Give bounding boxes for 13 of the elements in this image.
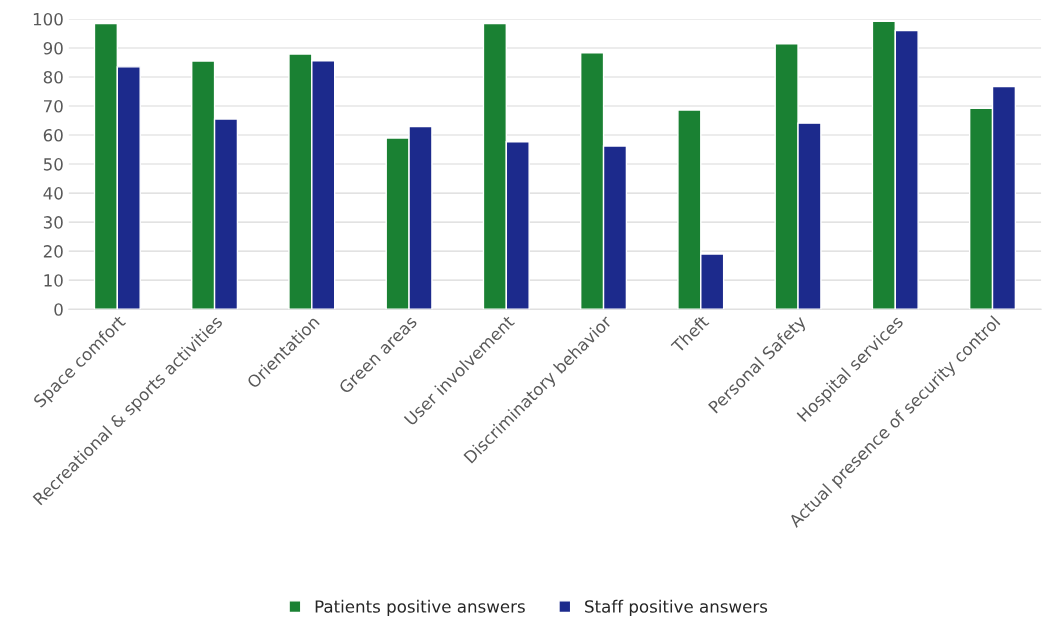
y-tick-label: 40 xyxy=(43,187,63,200)
y-tick-label: 30 xyxy=(43,216,63,229)
y-tick-label: 80 xyxy=(43,70,63,84)
y-tick-label: 50 xyxy=(43,158,63,171)
y-tick-label: 60 xyxy=(43,129,63,142)
legend-label: Staff positive answers xyxy=(585,599,768,616)
y-tick-label: 20 xyxy=(43,245,63,258)
y-tick-label: 10 xyxy=(44,274,63,287)
legend-label: Patients positive answers xyxy=(315,599,525,616)
y-tick-label: 0 xyxy=(54,303,63,316)
y-tick-label: 90 xyxy=(43,41,63,55)
y-tick-label: 70 xyxy=(44,99,63,113)
y-tick-label: 100 xyxy=(33,12,63,26)
